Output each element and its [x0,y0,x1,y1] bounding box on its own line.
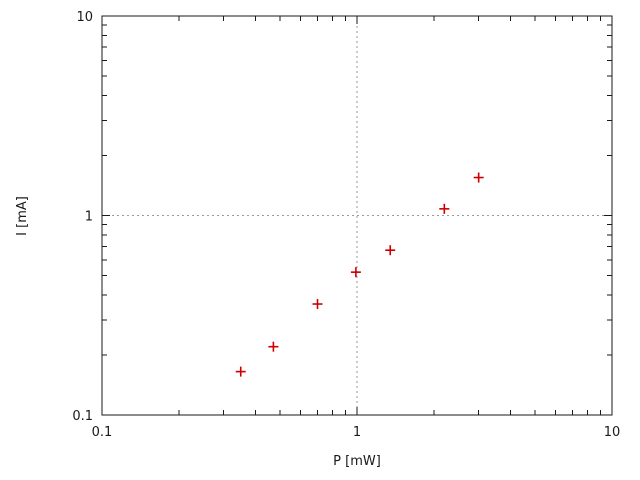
data-point-marker [312,299,323,310]
y-tick-label: 0.1 [72,409,93,424]
x-tick-label: 10 [604,425,621,440]
y-tick-label: 10 [76,10,93,25]
data-point-marker [473,172,484,183]
gridlines [102,16,612,415]
x-tick-label: 0.1 [92,425,113,440]
y-tick-labels: 0.1 1 10 [72,10,93,424]
data-point-marker [268,341,279,352]
data-point-marker [350,267,361,278]
data-point-series [235,172,484,377]
x-tick-label: 1 [353,425,361,440]
data-point-marker [439,203,450,214]
data-point-marker [385,245,396,256]
y-tick-label: 1 [85,210,93,225]
plot-frame [101,15,613,416]
y-axis-title: I [mA] [15,196,30,236]
data-point-marker [235,366,246,377]
x-tick-labels: 0.1 1 10 [92,425,621,440]
x-axis-title: P [mW] [333,454,381,469]
